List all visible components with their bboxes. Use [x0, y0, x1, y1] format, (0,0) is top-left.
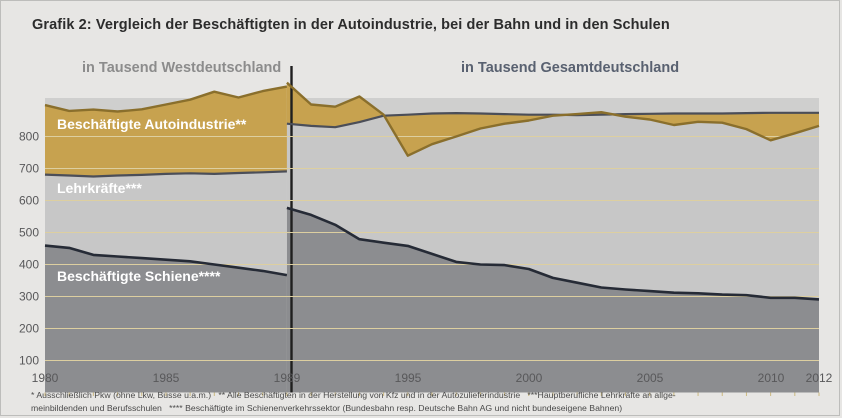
svg-text:700: 700 [19, 162, 39, 176]
svg-text:2012: 2012 [806, 371, 833, 385]
svg-text:200: 200 [19, 322, 39, 336]
svg-text:800: 800 [19, 130, 39, 144]
svg-text:Beschäftigte Schiene****: Beschäftigte Schiene**** [57, 268, 221, 284]
svg-text:2000: 2000 [516, 371, 543, 385]
svg-text:1980: 1980 [32, 371, 59, 385]
svg-text:1989: 1989 [274, 371, 301, 385]
svg-text:400: 400 [19, 258, 39, 272]
svg-text:100: 100 [19, 354, 39, 368]
svg-text:500: 500 [19, 226, 39, 240]
svg-text:Beschäftigte Autoindustrie**: Beschäftigte Autoindustrie** [57, 116, 247, 132]
svg-text:2010: 2010 [758, 371, 785, 385]
svg-text:2005: 2005 [637, 371, 664, 385]
svg-text:Lehrkräfte***: Lehrkräfte*** [57, 180, 142, 196]
svg-text:1985: 1985 [153, 371, 180, 385]
svg-text:600: 600 [19, 194, 39, 208]
svg-text:300: 300 [19, 290, 39, 304]
svg-text:1995: 1995 [395, 371, 422, 385]
